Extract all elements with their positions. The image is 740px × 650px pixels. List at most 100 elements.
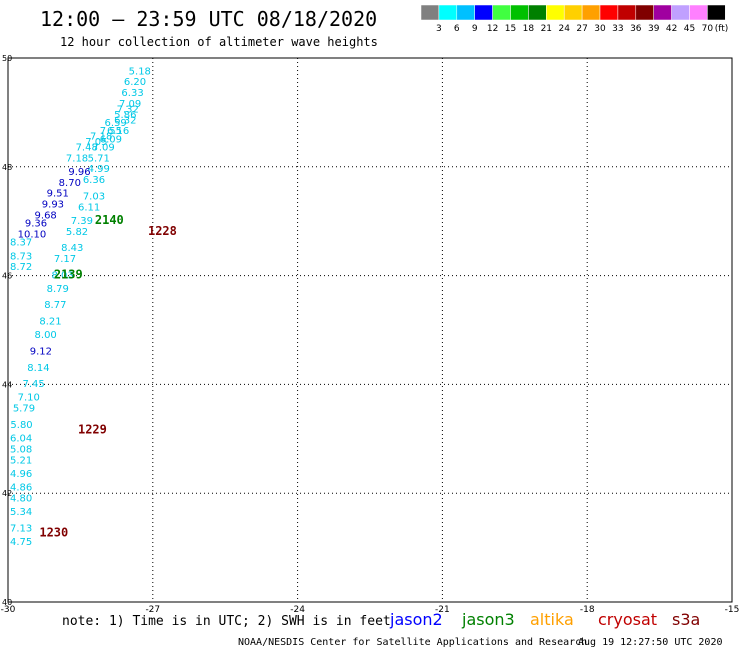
satellite-legend: jason2 jason3 altika cryosat s3a — [389, 610, 700, 629]
wave-height-label: 7.39 — [71, 216, 93, 227]
scale-swatch — [546, 4, 565, 21]
scale-label: 15 — [505, 24, 516, 34]
scale-swatch — [438, 4, 458, 21]
scale-label: 33 — [612, 24, 623, 34]
legend-jason2: jason2 — [389, 610, 443, 629]
pass-time-label: 2139 — [54, 267, 83, 281]
scale-swatch — [510, 4, 529, 21]
y-tick-label: 42 — [2, 489, 12, 498]
wave-height-label: 8.00 — [35, 330, 57, 341]
wave-height-label: 10.10 — [18, 230, 47, 241]
wave-height-points: 5.186.206.337.097.325.866.326.597.556.16… — [10, 66, 151, 548]
legend-altika: altika — [530, 610, 574, 629]
scale-swatch — [456, 4, 475, 21]
wave-height-label: 8.21 — [39, 317, 61, 328]
wave-height-label: 6.32 — [114, 115, 136, 126]
wave-height-label: 5.79 — [13, 404, 35, 415]
wave-height-label: 8.73 — [10, 251, 32, 262]
scale-label: 36 — [630, 24, 642, 34]
wave-height-label: 5.18 — [129, 66, 151, 77]
scale-label: 3 — [436, 24, 442, 34]
scale-label: 6 — [454, 24, 460, 34]
wave-height-label: 7.32 — [117, 104, 139, 115]
wave-height-label: 9.96 — [68, 167, 90, 178]
scale-label: 27 — [576, 24, 587, 34]
footer-timestamp: Aug 19 12:27:50 UTC 2020 — [578, 637, 723, 648]
pass-time-label: 1228 — [148, 224, 177, 238]
legend-s3a: s3a — [672, 610, 700, 629]
scale-swatch — [528, 4, 547, 21]
color-scale: 3 6 9 12 15 18 21 24 27 30 33 36 39 42 45 70 (ft) — [420, 4, 728, 34]
wave-height-label: 5.86 — [114, 110, 136, 121]
wave-height-label: 7.09 — [119, 99, 141, 110]
wave-height-label: 7.18 — [90, 132, 112, 143]
wave-height-label: 8.77 — [44, 300, 66, 311]
wave-height-label: 5.80 — [10, 420, 32, 431]
pass-time-label: 1229 — [78, 422, 107, 436]
scale-swatch — [671, 4, 690, 21]
scale-swatch — [707, 4, 726, 21]
wave-height-label: 9.93 — [42, 200, 64, 211]
pass-time-label: 2140 — [95, 213, 124, 227]
wave-height-label: 7.45 — [22, 379, 44, 390]
footer-credit: NOAA/NESDIS Center for Satellite Applica… — [238, 637, 587, 648]
wave-height-label: 7.55 — [100, 126, 122, 137]
y-tick-label: 48 — [2, 163, 12, 172]
wave-height-label: 7.05 — [85, 137, 107, 148]
scale-swatch — [563, 4, 583, 21]
wave-height-label: 7.48 — [76, 142, 98, 153]
wave-height-label: 6.04 — [10, 434, 32, 445]
wave-height-label: 6.11 — [78, 202, 100, 213]
scale-swatch — [635, 4, 654, 21]
y-tick-label: 40 — [2, 598, 12, 607]
y-tick-label: 50 — [2, 54, 12, 63]
grid — [8, 58, 732, 602]
wave-height-label: 9.51 — [47, 189, 69, 200]
scale-swatch — [689, 4, 708, 21]
scale-swatch — [420, 4, 440, 21]
legend-jason3: jason3 — [461, 610, 515, 629]
x-tick-label: -21 — [435, 605, 450, 615]
y-axis-ticks: 40 42 44 46 48 50 — [2, 54, 12, 607]
y-tick-label: 46 — [2, 272, 12, 281]
x-tick-label: -30 — [1, 605, 16, 615]
plot-area: -30 -27 -24 -21 -18 -15 40 42 44 46 48 50 5.186.20… — [1, 54, 740, 615]
scale-swatch — [617, 4, 637, 21]
wave-height-label: 4.75 — [10, 537, 32, 548]
wave-height-label: 5.08 — [10, 444, 32, 455]
scale-swatch — [581, 4, 601, 21]
wave-height-label: 6.16 — [107, 126, 129, 137]
pass-time-labels: 1228 2140 2139 1229 1230 — [39, 213, 177, 540]
wave-height-label: 9.36 — [25, 219, 47, 230]
scale-label: 24 — [558, 24, 570, 34]
scale-label: 18 — [523, 24, 535, 34]
scale-label: 39 — [648, 24, 660, 34]
scale-label: 42 — [666, 24, 677, 34]
x-tick-label: -15 — [725, 605, 740, 615]
wave-height-label: 6.33 — [121, 88, 143, 99]
wave-height-label: 4.99 — [88, 164, 110, 175]
scale-swatch — [653, 4, 672, 21]
legend-cryosat: cryosat — [598, 610, 657, 629]
wave-height-label: 6.59 — [105, 118, 127, 129]
x-tick-label: -27 — [145, 605, 160, 615]
wave-height-label: 7.18 — [66, 153, 88, 164]
wave-height-label: 5.71 — [88, 153, 110, 164]
wave-height-label: 8.43 — [61, 243, 83, 254]
wave-height-label: 8.70 — [59, 178, 81, 189]
scale-label: 12 — [487, 24, 498, 34]
wave-height-label: 9.68 — [35, 210, 57, 221]
wave-height-label: 5.21 — [10, 455, 32, 466]
plot-frame — [7, 57, 733, 603]
wave-height-label: 8.79 — [47, 284, 69, 295]
scale-label: 70 — [702, 24, 714, 34]
scale-label: 45 — [684, 24, 695, 34]
scale-swatch — [599, 4, 619, 21]
wave-height-label: 8.03 — [51, 270, 73, 281]
scale-swatch — [474, 4, 493, 21]
wave-height-label: 7.17 — [54, 254, 76, 265]
wave-height-label: 7.13 — [10, 523, 32, 534]
footer-note: note: 1) Time is in UTC; 2) SWH is in fe… — [62, 614, 391, 629]
scale-label: 30 — [594, 24, 606, 34]
